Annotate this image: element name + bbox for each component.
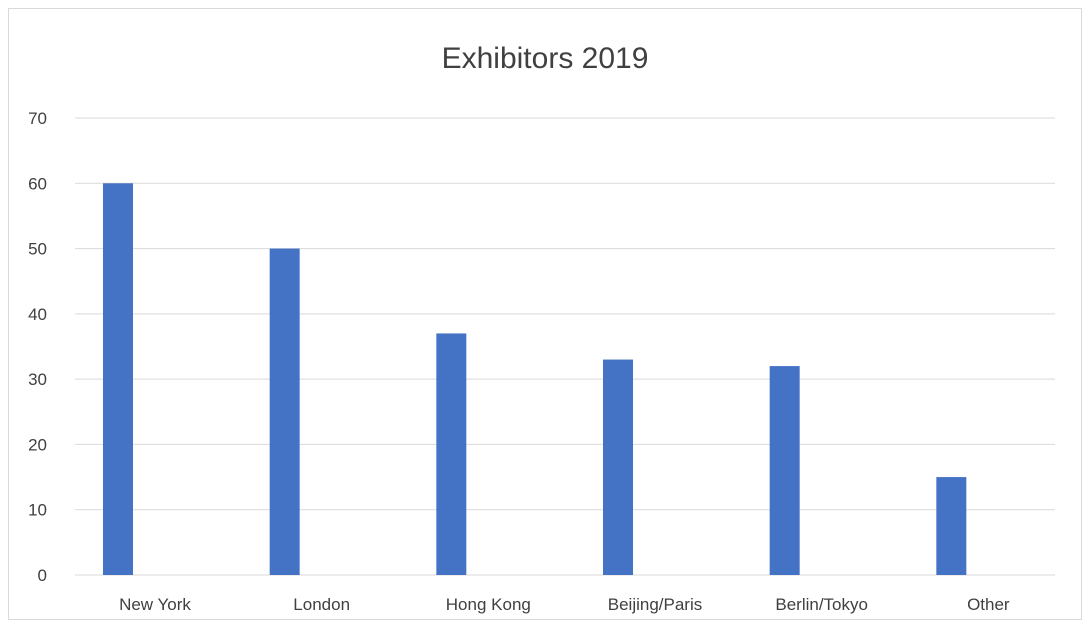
y-tick-label: 20 bbox=[28, 435, 47, 454]
y-tick-label: 30 bbox=[28, 370, 47, 389]
bar-hong-kong bbox=[436, 333, 467, 575]
y-tick-label: 40 bbox=[28, 305, 47, 324]
gridlines bbox=[75, 117, 1055, 576]
x-tick-label: Beijing/Paris bbox=[608, 595, 703, 614]
y-tick-label: 50 bbox=[28, 240, 47, 259]
x-tick-label: Hong Kong bbox=[446, 595, 531, 614]
bar-beijing-paris bbox=[603, 359, 633, 575]
x-tick-label: New York bbox=[119, 595, 191, 614]
bar-berlin-tokyo bbox=[769, 366, 800, 575]
bar-new-york bbox=[103, 183, 133, 576]
bar-london bbox=[269, 248, 300, 576]
y-axis-tick-labels: 0 10 20 30 40 50 60 70 bbox=[28, 109, 47, 585]
y-tick-label: 10 bbox=[28, 501, 47, 520]
chart-title: Exhibitors 2019 bbox=[442, 42, 649, 75]
x-tick-label: Other bbox=[967, 595, 1010, 614]
y-tick-label: 70 bbox=[28, 109, 47, 128]
x-tick-label: London bbox=[293, 595, 350, 614]
x-tick-label: Berlin/Tokyo bbox=[775, 595, 868, 614]
y-tick-label: 60 bbox=[28, 174, 47, 193]
bars bbox=[103, 183, 967, 576]
bar-other bbox=[936, 477, 967, 575]
x-axis-tick-labels: New York London Hong Kong Beijing/Paris Berl… bbox=[119, 595, 1010, 614]
y-tick-label: 0 bbox=[38, 566, 47, 585]
